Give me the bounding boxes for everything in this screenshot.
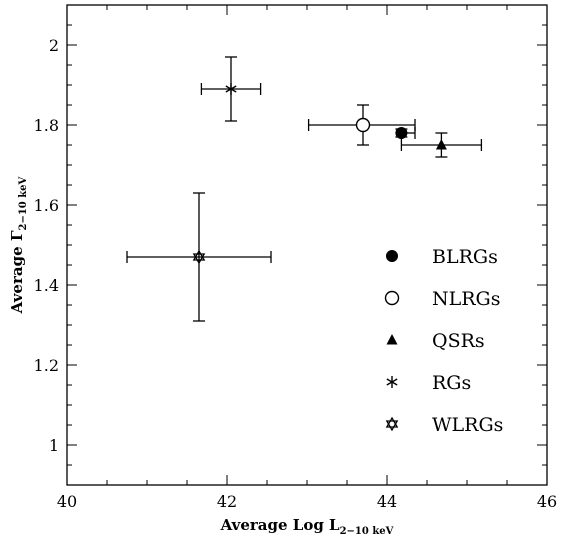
data-point-rgs xyxy=(200,56,262,122)
x-tick-label: 44 xyxy=(377,492,397,511)
x-axis-title: Average Log L2−10 keV xyxy=(220,516,394,537)
marker-open-circle xyxy=(355,117,371,133)
y-tick-label: 2 xyxy=(49,36,59,55)
legend-marker-asterisk xyxy=(386,376,398,388)
data-point-blrgs xyxy=(395,127,416,139)
y-tick-label: 1.2 xyxy=(34,356,59,375)
legend-label: BLRGs xyxy=(432,246,498,268)
plot-frame xyxy=(66,4,548,486)
legend: BLRGs NLRGs QSRs RGs WLRGs xyxy=(384,246,503,436)
data-points xyxy=(126,56,483,322)
legend-marker-filled-circle xyxy=(386,250,398,262)
legend-entry-rgs: RGs xyxy=(386,372,471,394)
x-tick-label: 46 xyxy=(537,492,557,511)
y-tick-label: 1.4 xyxy=(34,276,59,295)
marker-filled-circle xyxy=(395,127,408,139)
axis-ticks xyxy=(66,4,548,486)
legend-entry-qsrs: QSRs xyxy=(386,330,485,352)
legend-marker-star-of-david xyxy=(385,416,399,432)
legend-entry-wlrgs: WLRGs xyxy=(385,414,503,436)
data-point-nlrgs xyxy=(307,104,416,146)
marker-star-of-david xyxy=(192,249,206,265)
legend-marker-filled-triangle xyxy=(386,334,398,345)
legend-entry-nlrgs: NLRGs xyxy=(384,288,500,310)
x-tick-label: 42 xyxy=(217,492,237,511)
y-tick-label: 1.8 xyxy=(34,116,59,135)
legend-marker-open-circle xyxy=(384,290,400,306)
tick-labels: 40 42 44 46 1 1.2 1.4 1.6 1.8 2 xyxy=(34,36,558,511)
x-tick-label: 40 xyxy=(57,492,77,511)
y-tick-label: 1.6 xyxy=(34,196,59,215)
legend-label: RGs xyxy=(432,372,471,394)
legend-label: QSRs xyxy=(432,330,485,352)
data-point-qsrs xyxy=(400,132,483,158)
y-axis-title: Average Γ2−10 keV xyxy=(8,176,29,314)
marker-filled-triangle xyxy=(435,139,447,150)
data-point-wlrgs xyxy=(126,192,272,322)
legend-label: NLRGs xyxy=(432,288,500,310)
y-tick-label: 1 xyxy=(49,436,59,455)
legend-label: WLRGs xyxy=(432,414,503,436)
legend-entry-blrgs: BLRGs xyxy=(386,246,498,268)
marker-asterisk xyxy=(225,83,237,95)
